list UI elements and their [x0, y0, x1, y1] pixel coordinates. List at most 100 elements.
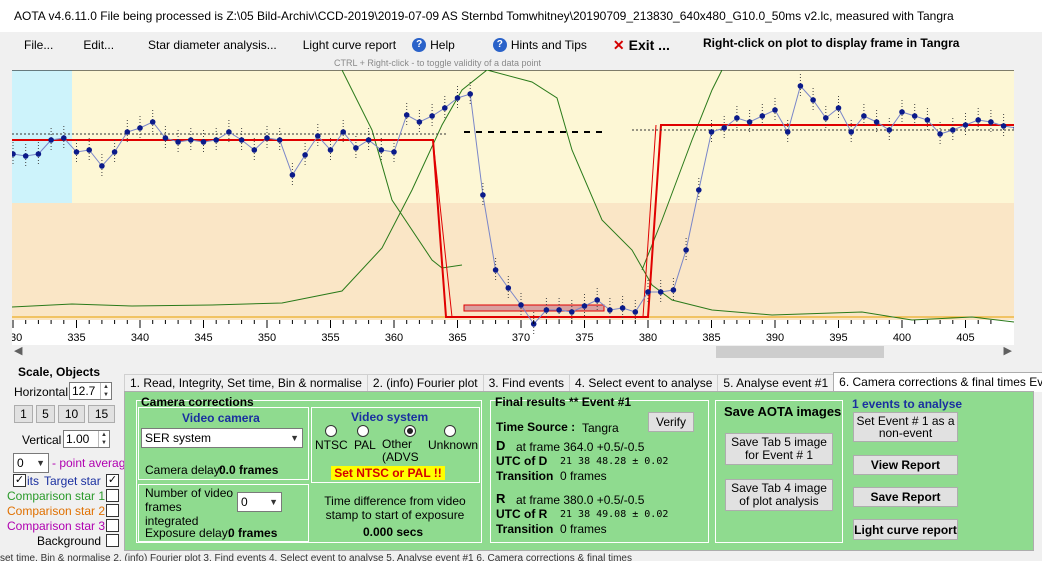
plot-lower-background	[12, 203, 1014, 320]
tab-find-events[interactable]: 3. Find events	[482, 374, 570, 392]
points-label: its	[27, 474, 39, 488]
verify-button[interactable]: Verify	[648, 412, 694, 432]
x-tick-label: 390	[766, 332, 784, 344]
point-average-label: - point average	[52, 456, 133, 470]
unknown-radio[interactable]	[444, 425, 456, 437]
data-point	[950, 127, 956, 133]
tab-read-integrity[interactable]: 1. Read, Integrity, Set time, Bin & norm…	[124, 374, 368, 392]
vertical-scale-spinner[interactable]: 1.00 ▲ ▼	[63, 430, 110, 448]
ntsc-label: NTSC	[315, 438, 348, 452]
data-point	[924, 117, 931, 123]
tab-select-event[interactable]: 4. Select event to analyse	[568, 374, 719, 392]
x-tick-label: 405	[956, 332, 974, 344]
x-tick-label: 375	[575, 332, 593, 344]
light-curve-plot[interactable]: 330 335 340 345 350 355 360 365 370 375 380 385 390 3…	[12, 70, 1014, 345]
data-point	[988, 119, 994, 125]
x-tick-label: 345	[194, 332, 212, 344]
title-bar: AOTA v4.6.11.0 File being processed is Z…	[0, 0, 1042, 32]
comparison-star-2-checkbox[interactable]	[106, 504, 119, 517]
save-tab4-image-button[interactable]: Save Tab 4 image of plot analysis	[725, 479, 833, 511]
comparison-star-3-label: Comparison star 3	[7, 519, 106, 533]
background-checkbox[interactable]	[106, 534, 119, 547]
data-point	[442, 105, 448, 111]
tab-analyse-event[interactable]: 5. Analyse event #1	[717, 374, 835, 392]
scale-objects-title: Scale, Objects	[18, 365, 101, 379]
set-non-event-button[interactable]: Set Event # 1 as a non-event	[853, 412, 958, 442]
x-tick-label: 385	[702, 332, 720, 344]
camera-delay-label: Camera delay:	[145, 463, 224, 477]
spinner-arrows-icon[interactable]: ▲ ▼	[100, 383, 111, 399]
plot-scrollbar[interactable]: ◀ ▶	[12, 345, 1014, 358]
frames-integrated-select[interactable]: 0 ▼	[237, 492, 282, 512]
data-point	[264, 135, 270, 141]
data-point	[619, 305, 626, 311]
menu-edit[interactable]: Edit...	[83, 38, 115, 52]
data-point	[340, 129, 347, 135]
scrollbar-thumb[interactable]	[716, 346, 884, 358]
data-point	[289, 172, 296, 178]
horizontal-scale-spinner[interactable]: 12.7 ▲ ▼	[69, 382, 112, 400]
point-average-select[interactable]: 0 ▼	[13, 453, 49, 473]
data-point	[111, 149, 118, 155]
data-point	[1013, 126, 1014, 130]
camera-select[interactable]: SER system ▼	[141, 428, 303, 448]
data-point	[797, 83, 804, 89]
data-point	[746, 119, 753, 125]
points-checkbox[interactable]: ✓	[13, 474, 26, 487]
data-point	[886, 127, 893, 133]
data-point	[188, 137, 194, 143]
data-point	[670, 287, 677, 293]
data-point	[632, 309, 639, 315]
data-point	[226, 129, 232, 135]
save-tab5-image-button[interactable]: Save Tab 5 image for Event # 1	[725, 433, 833, 465]
data-point	[899, 109, 905, 115]
save-report-button[interactable]: Save Report	[853, 487, 958, 507]
camera-delay-value: 0.0 frames	[219, 463, 279, 477]
transition-d-value: 0 frames	[560, 469, 607, 483]
menu-light-curve-report[interactable]: Light curve report	[302, 38, 397, 52]
menu-help[interactable]: ? Help	[404, 38, 463, 52]
menu-exit-label: Exit ...	[628, 37, 670, 53]
x-tick-label: 360	[385, 332, 403, 344]
view-report-button[interactable]: View Report	[853, 455, 958, 475]
save-images-group	[715, 400, 843, 543]
zoom-1-button[interactable]: 1	[14, 405, 33, 423]
video-camera-box	[138, 407, 309, 480]
vertical-spinner-arrows-icon[interactable]: ▲ ▼	[98, 431, 109, 447]
data-point	[124, 129, 131, 135]
set-ntsc-pal-warning[interactable]: Set NTSC or PAL !!	[331, 466, 445, 480]
zoom-10-button[interactable]: 10	[58, 405, 85, 423]
menu-exit[interactable]: ✕ Exit ...	[605, 37, 678, 54]
scroll-right-icon[interactable]: ▶	[1003, 345, 1012, 357]
pal-radio[interactable]	[357, 425, 369, 437]
data-point	[492, 267, 499, 273]
tab-strip: 1. Read, Integrity, Set time, Bin & norm…	[124, 372, 1042, 392]
comparison-star-1-checkbox[interactable]	[106, 489, 119, 502]
other-advs-radio[interactable]	[404, 425, 416, 437]
menu-star-diameter[interactable]: Star diameter analysis...	[148, 38, 277, 52]
comparison-star-2-label: Comparison star 2	[7, 504, 106, 518]
zoom-15-button[interactable]: 15	[88, 405, 115, 423]
zoom-5-button[interactable]: 5	[36, 405, 55, 423]
frames-integrated-label: Number of video frames integrated	[145, 486, 234, 528]
ntsc-radio[interactable]	[325, 425, 337, 437]
light-curve-report-button[interactable]: Light curve report	[853, 519, 958, 540]
tab-camera-corrections[interactable]: 6. Camera corrections & final times Even…	[833, 372, 1042, 392]
x-tick-label: 350	[258, 332, 276, 344]
close-icon: ✕	[612, 36, 625, 53]
menu-file[interactable]: File...	[24, 38, 54, 52]
scroll-left-icon[interactable]: ◀	[14, 345, 23, 357]
x-tick-label: 340	[131, 332, 149, 344]
pal-label: PAL	[354, 438, 376, 452]
data-point	[810, 97, 816, 103]
background-label: Background	[37, 534, 102, 548]
tab-fourier-plot[interactable]: 2. (info) Fourier plot	[366, 374, 484, 392]
comparison-star-3-checkbox[interactable]	[106, 519, 119, 532]
target-star-checkbox[interactable]: ✓	[106, 474, 119, 487]
data-point	[734, 115, 740, 121]
menu-hints[interactable]: ? Hints and Tips	[485, 38, 595, 52]
point-average-value: 0	[17, 456, 24, 470]
data-point	[518, 302, 524, 308]
comparison-star-2-curve	[341, 70, 463, 269]
